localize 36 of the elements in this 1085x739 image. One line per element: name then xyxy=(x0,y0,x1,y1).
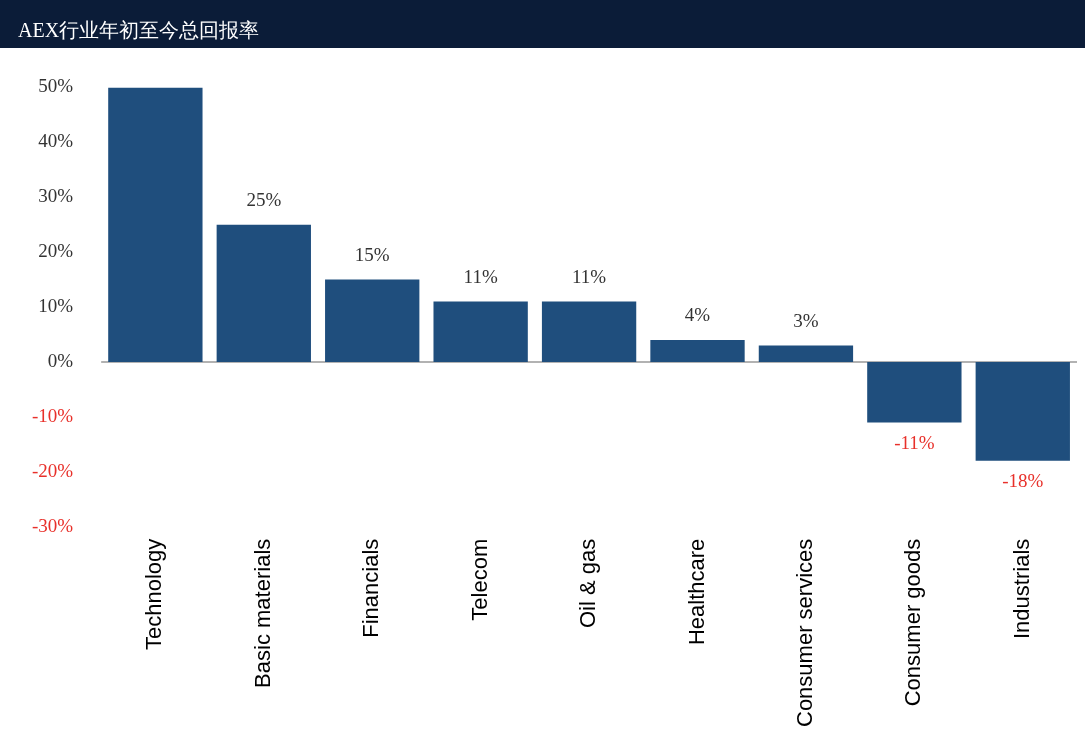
y-tick-label: 40% xyxy=(38,130,74,152)
data-label: 15% xyxy=(354,244,390,266)
y-tick-label: -30% xyxy=(32,514,74,536)
data-label: -18% xyxy=(1002,470,1044,492)
x-tick-label: Telecom xyxy=(466,538,492,621)
y-tick-label: 20% xyxy=(38,240,74,262)
x-tick-label: Industrials xyxy=(1008,538,1034,639)
x-tick-label: Consumer goods xyxy=(900,538,926,707)
x-tick-label: Basic materials xyxy=(249,538,275,688)
bar xyxy=(433,301,528,362)
chart-title: AEX行业年初至今总回报率 xyxy=(0,0,1085,48)
x-tick-label: Oil & gas xyxy=(575,538,601,628)
x-tick-label: Healthcare xyxy=(683,538,709,646)
data-label: -11% xyxy=(894,431,935,453)
x-tick-label: Financials xyxy=(358,538,384,638)
y-tick-label: -20% xyxy=(32,459,74,481)
y-tick-label: 30% xyxy=(38,185,74,207)
data-label: 3% xyxy=(793,309,819,331)
bar xyxy=(650,340,745,362)
bar xyxy=(325,279,420,362)
bar xyxy=(108,87,203,362)
y-tick-label: 0% xyxy=(47,349,74,371)
data-label: 11% xyxy=(572,266,607,288)
bar xyxy=(867,361,962,423)
x-tick-label: Consumer services xyxy=(791,538,817,727)
data-label: 11% xyxy=(463,266,498,288)
bar xyxy=(758,345,854,362)
y-tick-label: 50% xyxy=(38,75,74,97)
bar xyxy=(216,224,311,362)
bar xyxy=(541,301,637,362)
data-label: 4% xyxy=(684,304,711,326)
bar xyxy=(975,361,1070,461)
data-label: 25% xyxy=(246,189,282,211)
y-tick-label: -10% xyxy=(32,404,74,426)
x-tick-label: Technology xyxy=(141,538,167,651)
y-tick-label: 10% xyxy=(38,295,74,317)
